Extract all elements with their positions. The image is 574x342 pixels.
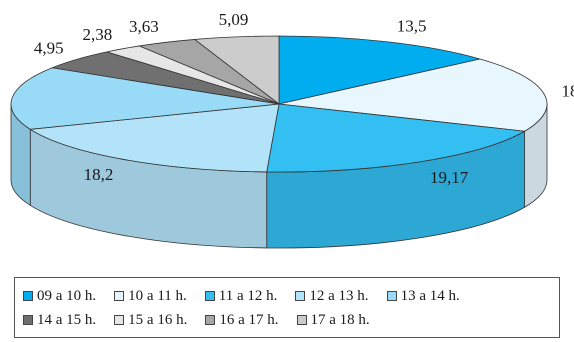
- legend-item: 12 a 13 h.: [295, 287, 369, 305]
- pie-slice: [266, 103, 526, 173]
- legend-swatch: [23, 291, 33, 301]
- legend-swatch: [204, 291, 215, 301]
- legend-item: 17 a 18 h.: [296, 311, 370, 329]
- legend-swatch: [295, 291, 306, 301]
- legend-label: 12 a 13 h.: [309, 287, 369, 304]
- pie-slice: [29, 103, 280, 173]
- legend-swatch: [205, 315, 216, 325]
- pie-slice: [10, 67, 280, 130]
- legend-label: 11 a 12 h.: [218, 287, 278, 304]
- data-label: 3,63: [129, 17, 159, 36]
- legend-label: 09 a 10 h.: [37, 287, 97, 304]
- data-label: 18,2: [84, 165, 114, 184]
- data-label: 18,06: [562, 82, 574, 101]
- legend-item: 10 a 11 h.: [114, 288, 187, 305]
- legend-swatch: [114, 315, 125, 325]
- data-label: 4,95: [34, 38, 64, 57]
- data-label: 2,38: [82, 25, 112, 44]
- legend-swatch: [386, 291, 397, 301]
- legend-swatch: [114, 291, 125, 301]
- legend-row-2: 14 a 15 h. 15 a 16 h. 16 a 17 h. 17 a 18…: [23, 308, 559, 332]
- data-label: 13,5: [397, 17, 427, 36]
- legend-item: 13 a 14 h.: [386, 287, 460, 305]
- legend-swatch: [296, 315, 307, 325]
- legend-label: 16 a 17 h.: [219, 311, 279, 328]
- legend-label: 14 a 15 h.: [37, 311, 97, 328]
- pie-slice: [278, 58, 548, 132]
- pie-slice: [278, 35, 481, 105]
- legend-item: 16 a 17 h.: [205, 311, 279, 329]
- legend-item: 14 a 15 h.: [23, 312, 96, 329]
- legend-row-1: 09 a 10 h. 10 a 11 h. 11 a 12 h. 12 a 13…: [23, 284, 559, 308]
- legend-item: 09 a 10 h.: [23, 288, 96, 305]
- legend-label: 10 a 11 h.: [128, 287, 187, 304]
- legend-item: 15 a 16 h.: [114, 312, 187, 329]
- data-label: 19,17: [430, 168, 469, 187]
- legend-label: 15 a 16 h.: [128, 311, 188, 328]
- legend-swatch: [23, 315, 33, 325]
- legend-item: 11 a 12 h.: [204, 287, 278, 305]
- legend-label: 13 a 14 h.: [400, 287, 460, 304]
- legend-label: 17 a 18 h.: [310, 311, 370, 328]
- pie-slice: [193, 35, 280, 105]
- legend: 09 a 10 h. 10 a 11 h. 11 a 12 h. 12 a 13…: [14, 277, 560, 338]
- data-label: 5,09: [219, 10, 249, 29]
